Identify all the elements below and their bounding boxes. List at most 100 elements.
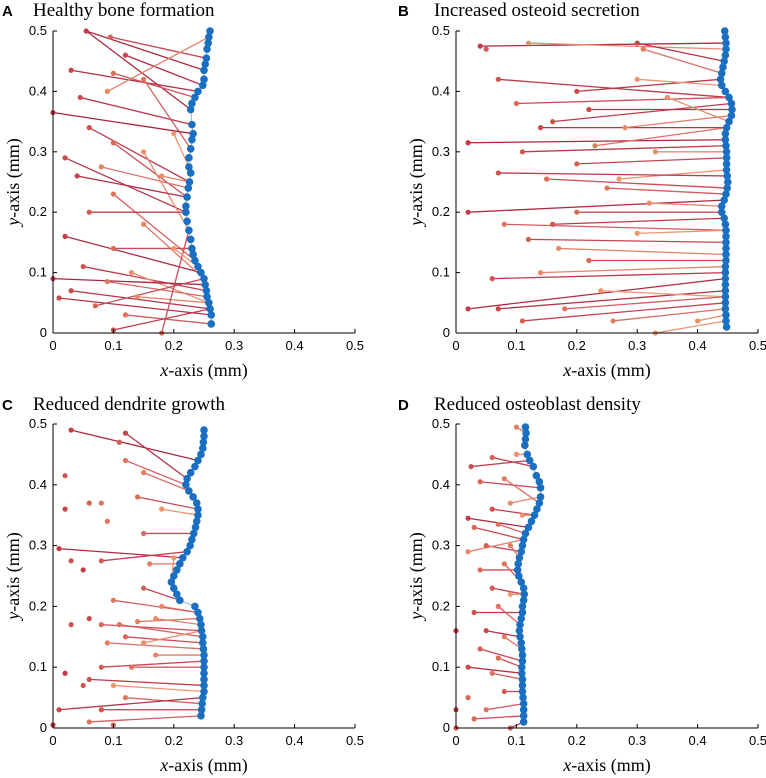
osteoblast-point xyxy=(186,541,194,550)
panel-title: Healthy bone formation xyxy=(33,0,215,21)
osteocyte-point xyxy=(495,521,501,527)
x-tick-label: 0.3 xyxy=(628,338,646,353)
dendrite-link xyxy=(576,157,727,165)
osteoblast-point xyxy=(182,208,190,216)
osteoblast-point xyxy=(201,280,210,289)
osteoblast-point xyxy=(722,238,730,247)
osteoblast-point xyxy=(521,423,530,431)
osteoblast-point xyxy=(722,148,731,156)
osteoblast-point xyxy=(189,529,198,538)
dendrite-link xyxy=(137,496,199,510)
osteocyte-point xyxy=(465,695,471,701)
osteoblast-point xyxy=(517,578,526,586)
osteocyte-point xyxy=(556,245,562,252)
osteocyte-point xyxy=(550,221,556,227)
y-axis-label: y-axis (mm) xyxy=(3,138,24,227)
osteoblast-point xyxy=(173,590,181,599)
osteoblast-point xyxy=(717,202,726,210)
osteoblast-point xyxy=(173,566,181,574)
osteocyte-point xyxy=(107,34,113,40)
osteoblast-point xyxy=(722,166,731,174)
osteoblast-point xyxy=(717,69,726,78)
osteocyte-point xyxy=(501,221,507,227)
dendrite-link xyxy=(143,472,190,492)
osteocyte-point xyxy=(586,257,592,264)
dendrite-link xyxy=(95,278,205,307)
osteoblast-point xyxy=(722,317,730,325)
osteoblast-point xyxy=(188,135,196,144)
osteoblast-point xyxy=(198,444,207,453)
osteoblast-point xyxy=(723,172,731,180)
osteocyte-point xyxy=(74,173,80,179)
osteoblast-point xyxy=(523,450,532,459)
osteoblast-point xyxy=(185,226,193,235)
osteoblast-point xyxy=(188,535,196,544)
y-tick-label: 0.3 xyxy=(29,144,47,159)
osteocyte-point xyxy=(465,549,471,555)
osteocyte-point xyxy=(483,707,489,713)
osteoblast-point xyxy=(197,268,205,277)
x-tick-label: 0.1 xyxy=(507,733,525,748)
osteoblast-point xyxy=(192,517,201,526)
dendrite-link xyxy=(492,587,525,595)
osteoblast-point xyxy=(716,75,725,84)
osteoblast-point xyxy=(720,27,729,35)
dendrite-link xyxy=(143,151,190,231)
dendrite-link xyxy=(58,696,203,711)
osteoblast-point xyxy=(189,493,197,501)
dendrite-link xyxy=(643,48,722,74)
x-tick-label: 0.5 xyxy=(749,733,766,748)
osteoblast-point xyxy=(725,117,733,126)
osteoblast-point xyxy=(185,487,193,495)
osteoblast-point xyxy=(199,438,208,447)
osteocyte-point xyxy=(122,312,129,318)
osteoblast-point xyxy=(533,505,541,513)
plot-area xyxy=(50,426,208,728)
dendrite-link xyxy=(113,599,199,614)
osteoblast-point xyxy=(722,123,731,132)
dendrite-link xyxy=(125,459,187,486)
dendrite-link xyxy=(161,508,199,516)
osteoblast-point xyxy=(207,320,216,328)
osteocyte-point xyxy=(80,263,86,270)
x-tick-label: 0.2 xyxy=(568,338,586,353)
osteocyte-point xyxy=(122,634,129,640)
osteocyte-point xyxy=(159,603,165,610)
osteoblast-point xyxy=(530,511,539,519)
dendrite-link xyxy=(558,247,727,256)
osteoblast-point xyxy=(720,214,728,223)
osteocyte-point xyxy=(477,479,483,485)
dendrite-link xyxy=(468,666,522,674)
x-axis-label: x-axis (mm) xyxy=(562,755,650,776)
dendrite-link xyxy=(473,526,524,541)
osteocyte-point xyxy=(159,173,165,179)
dendrite-link xyxy=(594,126,727,147)
y-tick-label: 0.2 xyxy=(29,204,47,219)
osteocyte-point xyxy=(110,597,116,603)
osteoblast-point xyxy=(519,699,528,708)
osteocyte-point xyxy=(489,506,495,512)
osteocyte-point xyxy=(537,125,544,131)
osteoblast-point xyxy=(721,51,730,59)
osteocyte-point xyxy=(80,682,86,689)
y-tick-label: 0.2 xyxy=(432,598,450,613)
osteoblast-point xyxy=(186,144,195,153)
osteoblast-point xyxy=(205,33,213,41)
osteocyte-point xyxy=(141,470,147,476)
osteoblast-point xyxy=(518,602,527,611)
y-tick-label: 0.5 xyxy=(432,23,450,38)
osteoblast-point xyxy=(191,523,200,532)
osteoblast-point xyxy=(722,141,730,150)
osteoblast-point xyxy=(524,523,533,532)
osteocyte-point xyxy=(489,585,495,591)
osteoblast-point xyxy=(518,651,527,659)
osteoblast-point xyxy=(200,663,208,671)
dendrite-link xyxy=(80,96,193,126)
osteoblast-point xyxy=(722,256,730,265)
x-tick-label: 0.2 xyxy=(165,338,183,353)
osteoblast-point xyxy=(191,462,199,471)
dendrite-link xyxy=(492,271,726,280)
dendrite-link xyxy=(504,223,727,231)
osteocyte-point xyxy=(171,131,177,137)
osteoblast-point xyxy=(722,226,730,235)
